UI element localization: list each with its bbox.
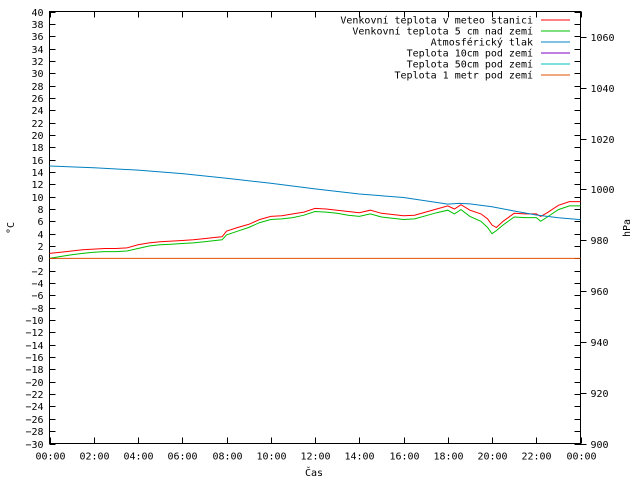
y-tick-label: 30 — [31, 69, 43, 80]
y2-tick-label: 1040 — [591, 84, 615, 95]
y2-axis-label: hPa — [622, 219, 633, 237]
x-tick-label: 00:00 — [566, 452, 596, 463]
y-tick-label: −4 — [31, 279, 43, 290]
y-tick-label: 28 — [31, 82, 43, 93]
y-tick-label: 34 — [31, 45, 43, 56]
x-axis-ticks: 00:00 02:00 04:00 06:00 08:00 10:00 12:00 14:00… — [35, 11, 597, 463]
series-line-1 — [49, 201, 581, 254]
y-tick-label: 8 — [37, 205, 43, 216]
legend-label: Teplota 1 metr pod zemí — [395, 70, 533, 82]
legend-label: Venkovní teplota 5 cm nad zemí — [352, 26, 533, 38]
x-tick-label: 20:00 — [477, 452, 507, 463]
y-tick-label: 10 — [31, 193, 43, 204]
y-tick-label: −30 — [25, 440, 43, 451]
y-tick-label: −10 — [25, 316, 43, 327]
y-tick-label: 0 — [37, 254, 43, 265]
y-tick-label: −20 — [25, 378, 43, 389]
y2-tick-label: 1000 — [591, 185, 615, 196]
y-tick-label: 32 — [31, 57, 43, 68]
y-tick-label: −12 — [25, 328, 43, 339]
y-tick-label: 24 — [31, 106, 43, 117]
legend-label: Atmosférický tlak — [431, 37, 533, 49]
y-tick-label: 4 — [37, 230, 43, 241]
y-tick-label: 18 — [31, 143, 43, 154]
y2-axis-ticks: 900 920 940 960 980 1000 1020 1040 1060 — [580, 33, 615, 451]
series-lines — [49, 165, 581, 259]
y-tick-label: −22 — [25, 390, 43, 401]
series-line-2 — [49, 205, 581, 259]
y-tick-label: −28 — [25, 427, 43, 438]
y-tick-label: 16 — [31, 156, 43, 167]
y-tick-label: 36 — [31, 32, 43, 43]
y2-tick-label: 980 — [591, 236, 609, 247]
y-tick-label: 2 — [37, 242, 43, 253]
y-tick-label: −26 — [25, 415, 43, 426]
x-tick-label: 22:00 — [521, 452, 551, 463]
legend: Venkovní teplota v meteo staniciVenkovní… — [340, 15, 570, 82]
x-tick-label: 14:00 — [344, 452, 374, 463]
x-tick-label: 16:00 — [389, 452, 419, 463]
y-tick-label: −14 — [25, 341, 43, 352]
series-line-3 — [49, 165, 581, 221]
y2-tick-label: 1020 — [591, 135, 615, 146]
x-tick-label: 02:00 — [79, 452, 109, 463]
y-tick-label: −24 — [25, 402, 43, 413]
y2-tick-label: 960 — [591, 287, 609, 298]
y-tick-label: −6 — [31, 291, 43, 302]
y-tick-label: 12 — [31, 180, 43, 191]
y-tick-label: 26 — [31, 94, 43, 105]
y-axis-label: °C — [6, 222, 17, 234]
y-tick-label: 20 — [31, 131, 43, 142]
y-tick-label: 40 — [31, 8, 43, 19]
x-tick-label: 08:00 — [212, 452, 242, 463]
y2-tick-label: 940 — [591, 338, 609, 349]
x-tick-label: 00:00 — [35, 452, 65, 463]
legend-label: Teplota 50cm pod zemí — [407, 59, 533, 71]
y2-tick-label: 920 — [591, 389, 609, 400]
y2-tick-label: 1060 — [591, 33, 615, 44]
y-tick-label: −16 — [25, 353, 43, 364]
legend-label: Venkovní teplota v meteo stanici — [340, 15, 533, 27]
legend-label: Teplota 10cm pod zemí — [407, 48, 533, 60]
y-tick-label: 14 — [31, 168, 43, 179]
y-tick-label: −8 — [31, 304, 43, 315]
y-tick-label: 22 — [31, 119, 43, 130]
y2-tick-label: 900 — [591, 440, 609, 451]
y-tick-label: −2 — [31, 267, 43, 278]
y-tick-label: 6 — [37, 217, 43, 228]
x-tick-label: 06:00 — [167, 452, 197, 463]
x-tick-label: 12:00 — [300, 452, 330, 463]
x-tick-label: 10:00 — [256, 452, 286, 463]
x-axis-label: Čas — [305, 466, 323, 479]
x-tick-label: 18:00 — [433, 452, 463, 463]
x-tick-label: 04:00 — [123, 452, 153, 463]
y-axis-ticks: −30−28−26−24−22−20−18−16−14−12−10−8−6−4−… — [25, 8, 581, 451]
y-tick-label: 38 — [31, 20, 43, 31]
y-tick-label: −18 — [25, 365, 43, 376]
